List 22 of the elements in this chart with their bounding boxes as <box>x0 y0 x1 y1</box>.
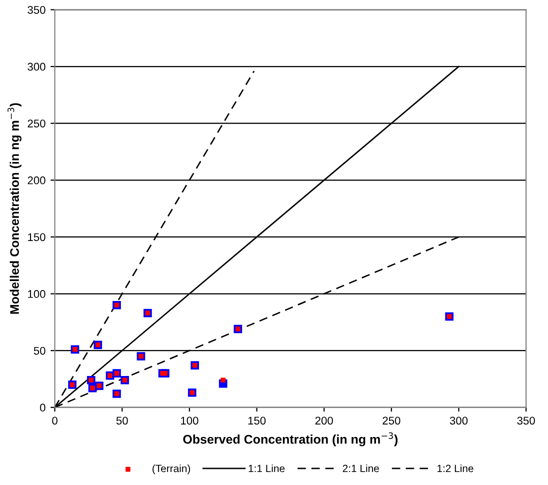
y-tick-label: 100 <box>28 290 46 298</box>
y-tick-label: 0 <box>40 404 46 412</box>
x-tick-label: 100 <box>181 416 198 425</box>
x-tick-label: 250 <box>382 416 400 425</box>
y-tick-label: 200 <box>28 176 46 184</box>
y-tick-label: 150 <box>28 233 46 242</box>
y-tick-label: 300 <box>28 62 46 71</box>
legend-label: 1:1 Line <box>248 464 285 472</box>
y-tick-label: 350 <box>28 6 46 14</box>
legend-label: (Terrain) <box>152 464 190 474</box>
y-axis-title: Modelled Concentration (in ng m$^{−3}$) <box>8 103 22 314</box>
x-tick-label: 300 <box>450 416 468 425</box>
legend-label: 2:1 Line <box>342 464 379 472</box>
x-tick-label: 150 <box>248 416 266 425</box>
y-tick-label: 250 <box>28 120 46 128</box>
x-axis-title: Observed Concentration (in ng m$^{−3}$) <box>183 432 398 446</box>
x-tick-label: 350 <box>517 416 535 425</box>
y-tick-label: 50 <box>34 346 46 355</box>
x-tick-label: 200 <box>315 416 333 425</box>
x-tick-label: 0 <box>52 416 58 425</box>
legend-label: 1:2 Line <box>437 464 474 472</box>
x-tick-label: 50 <box>116 416 128 425</box>
